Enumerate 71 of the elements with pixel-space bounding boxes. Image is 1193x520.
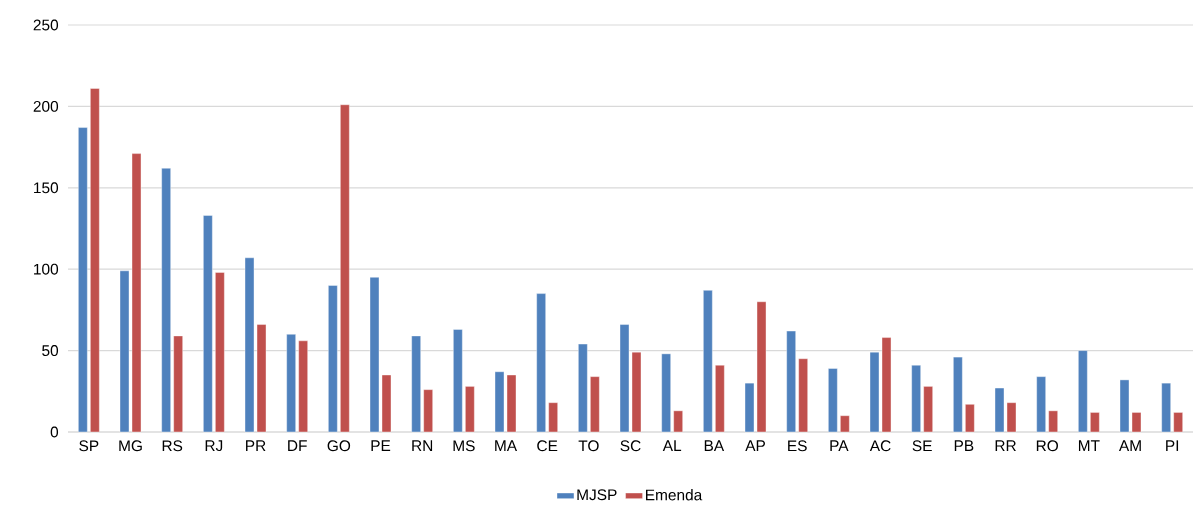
x-tick-label: RS <box>162 440 183 452</box>
y-tick-label: 200 <box>33 100 59 112</box>
x-tick-label: PA <box>830 440 849 451</box>
bar <box>340 104 350 433</box>
bar <box>173 335 183 433</box>
y-tick-label: 250 <box>33 19 59 31</box>
x-tick-label: RO <box>1036 440 1059 452</box>
bar <box>828 368 838 433</box>
y-tick-label: 150 <box>34 182 59 194</box>
x-tick-label: PR <box>246 440 266 451</box>
x-tick-label: RR <box>995 440 1016 451</box>
bar <box>465 386 475 433</box>
x-tick-label: ES <box>788 440 807 452</box>
bar <box>215 272 225 433</box>
x-tick-label: AP <box>745 440 765 451</box>
x-tick-label: MS <box>453 440 475 452</box>
bar <box>1036 376 1046 433</box>
bar <box>161 168 171 433</box>
bar <box>90 88 100 433</box>
legend-label: MJSP <box>577 489 617 501</box>
x-tick-label: GO <box>327 440 351 452</box>
x-tick-label: PI <box>1166 440 1179 451</box>
bar <box>953 356 963 433</box>
bar <box>1090 412 1100 433</box>
legend-label: Emenda <box>646 489 703 501</box>
bar <box>1048 410 1058 433</box>
bar <box>840 415 850 433</box>
x-tick-label: MG <box>119 440 142 452</box>
x-tick-label: RJ <box>205 440 223 452</box>
x-tick-label: BA <box>704 440 725 451</box>
bar <box>286 334 296 433</box>
x-tick-label: PE <box>371 440 391 451</box>
bar <box>536 293 546 433</box>
bar <box>673 410 683 433</box>
bar <box>590 376 600 433</box>
x-tick-label: MT <box>1078 440 1100 451</box>
x-tick-label: TO <box>578 440 599 452</box>
x-tick-label: SE <box>912 440 932 452</box>
bar <box>548 402 558 433</box>
bar <box>703 290 713 433</box>
bar <box>1161 382 1171 433</box>
x-tick-label: SP <box>79 440 99 452</box>
bar <box>1173 412 1183 433</box>
bar <box>298 340 308 433</box>
y-tick-label: 0 <box>50 426 59 438</box>
x-tick-label: DF <box>288 440 307 451</box>
y-tick-label: 100 <box>34 263 59 275</box>
x-tick-label: AC <box>869 440 891 452</box>
bar <box>923 386 933 433</box>
x-tick-label: PB <box>954 440 974 451</box>
bar <box>578 343 588 433</box>
bar <box>411 335 421 433</box>
x-tick-label: SC <box>620 440 641 452</box>
bar <box>911 365 921 433</box>
y-tick-label: 50 <box>42 345 59 357</box>
bar <box>1078 350 1088 433</box>
bar <box>78 127 88 433</box>
bar <box>715 365 725 433</box>
bar <box>965 404 975 433</box>
x-tick-label: AM <box>1118 440 1141 451</box>
x-tick-label: MA <box>495 440 518 451</box>
bar <box>328 285 338 433</box>
bar <box>453 329 463 433</box>
x-tick-label: AL <box>662 440 682 451</box>
bar <box>203 215 213 433</box>
bar <box>661 353 671 433</box>
bar <box>423 389 433 433</box>
bar <box>798 358 808 433</box>
x-tick-label: RN <box>412 440 433 451</box>
bar <box>786 330 796 433</box>
x-tick-label: CE <box>537 440 558 452</box>
